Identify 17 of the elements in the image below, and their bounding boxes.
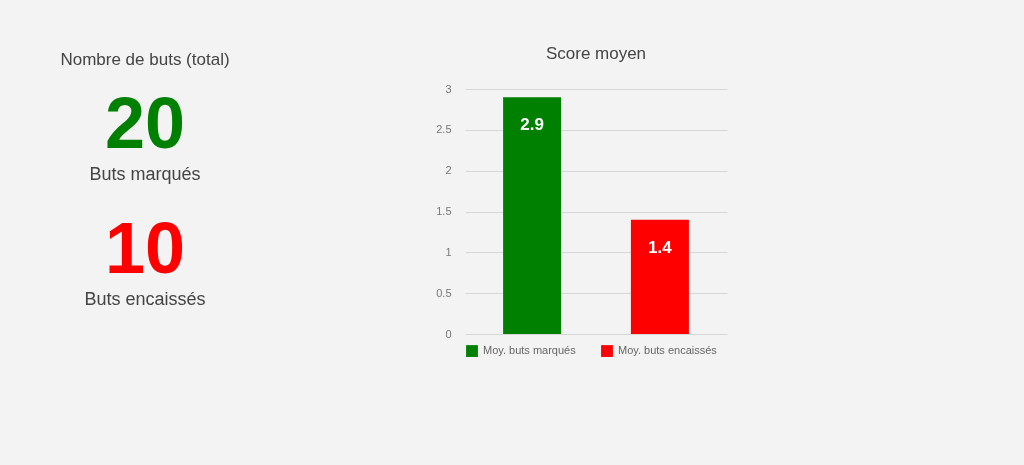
y-tick-label: 2.5 (436, 123, 452, 136)
y-tick-label: 2 (445, 164, 452, 177)
category-label: Buts marqués (89, 163, 201, 184)
y-tick-label: 0 (445, 327, 452, 340)
category-label: Buts encaissés (84, 288, 206, 309)
data-label: 2.9 (520, 115, 544, 135)
data-label: 1.4 (648, 237, 673, 257)
y-tick-label: 3 (445, 82, 452, 95)
data-label: 20 (104, 83, 186, 164)
y-tick-label: 0.5 (436, 286, 452, 299)
legend-label: Moy. buts marqués (483, 344, 577, 357)
chart-title: Score moyen (545, 44, 647, 63)
data-label: 10 (104, 208, 186, 289)
text: Nombre de buts (total) (60, 50, 230, 69)
y-tick-label: 1.5 (436, 205, 452, 217)
y-tick-label: 1 (445, 245, 452, 258)
legend-label: Moy. buts encaissés (618, 344, 718, 357)
